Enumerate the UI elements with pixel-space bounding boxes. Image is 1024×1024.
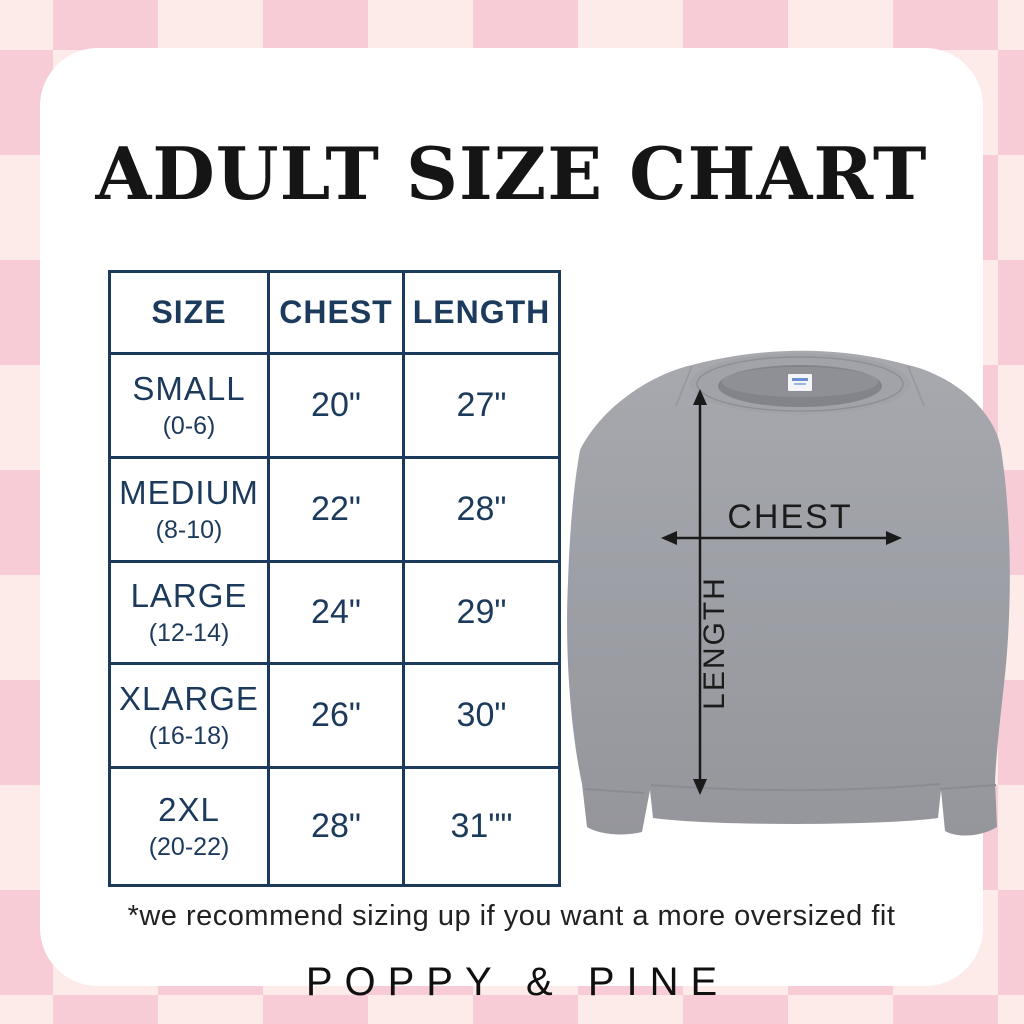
- table-cell-chest: 26": [270, 665, 402, 766]
- shoulder-seam-left: [675, 365, 693, 407]
- collar-seam: [696, 356, 904, 412]
- table-row-2xl-size: 2XL (20-22): [111, 769, 267, 884]
- table-cell-chest: 22": [270, 459, 402, 560]
- length-label: LENGTH: [698, 576, 731, 710]
- cuff-seam-left: [584, 788, 645, 794]
- chest-arrowhead-left: [661, 531, 677, 545]
- sizing-footnote: *we recommend sizing up if you want a mo…: [127, 900, 896, 932]
- table-cell-length: 27": [405, 355, 558, 456]
- size-label: SMALL: [132, 370, 246, 407]
- page-title: ADULT SIZE CHART: [95, 131, 928, 216]
- column-header-length: LENGTH: [405, 273, 558, 352]
- size-range: (0-6): [162, 412, 216, 440]
- table-cell-length: 28": [405, 459, 558, 560]
- table-cell-chest: 20": [270, 355, 402, 456]
- chest-label: CHEST: [727, 498, 852, 536]
- size-table: SIZE CHEST LENGTH SMALL (0-6) 20" 27" ME…: [108, 270, 561, 887]
- size-range: (16-18): [148, 722, 230, 750]
- sweatshirt-body: [567, 350, 1010, 836]
- brand-name: POPPY & PINE: [305, 960, 730, 1004]
- table-cell-length: 29": [405, 563, 558, 662]
- chart-card: ADULT SIZE CHART SIZE CHEST LENGTH SMALL…: [40, 48, 1010, 1004]
- table-cell-chest: 24": [270, 563, 402, 662]
- hem-seam: [650, 783, 941, 792]
- column-header-chest: CHEST: [270, 273, 402, 352]
- chest-arrowhead-right: [886, 531, 902, 545]
- table-row-small-size: SMALL (0-6): [111, 355, 267, 456]
- table-cell-chest: 28": [270, 769, 402, 884]
- length-arrowhead-bottom: [693, 779, 707, 795]
- table-row-xlarge-size: XLARGE (16-18): [111, 665, 267, 766]
- table-cell-length: 31"": [405, 769, 558, 884]
- table-row-medium-size: MEDIUM (8-10): [111, 459, 267, 560]
- collar-tag: [788, 374, 812, 391]
- size-label: MEDIUM: [119, 474, 259, 511]
- cuff-seam-right: [939, 784, 997, 790]
- size-label: 2XL: [158, 791, 220, 828]
- size-label: LARGE: [130, 577, 248, 614]
- size-label: XLARGE: [119, 680, 259, 717]
- length-arrowhead-top: [693, 389, 707, 405]
- size-range: (8-10): [155, 516, 223, 544]
- table-cell-length: 30": [405, 665, 558, 766]
- table-row-large-size: LARGE (12-14): [111, 563, 267, 662]
- size-range: (12-14): [148, 619, 230, 647]
- size-range: (20-22): [148, 833, 230, 861]
- shoulder-seam-right: [907, 365, 925, 407]
- sweatshirt-diagram: CHEST LENGTH: [567, 350, 1010, 836]
- column-header-size: SIZE: [111, 273, 267, 352]
